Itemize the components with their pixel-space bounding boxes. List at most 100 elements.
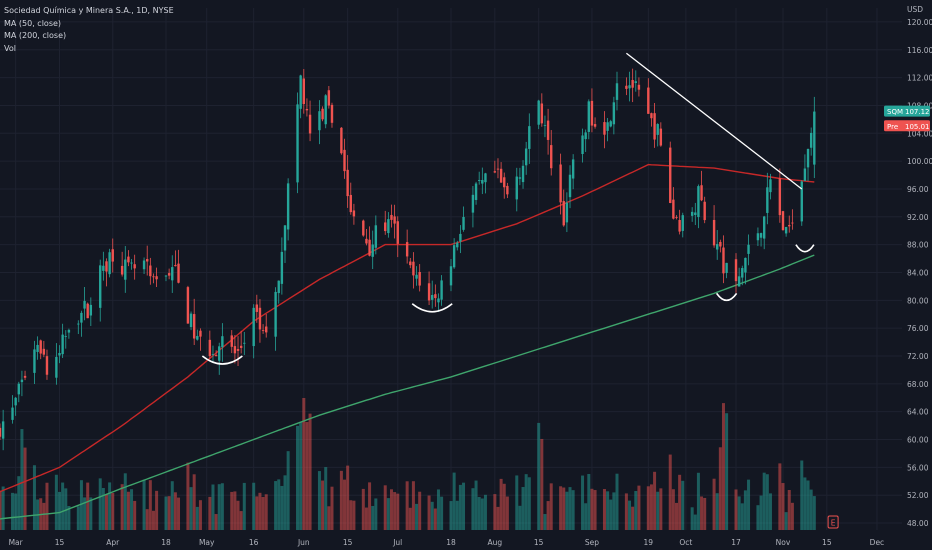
candle-body <box>762 216 766 239</box>
candle-body <box>697 186 700 218</box>
x-tick-label: Dec <box>870 538 885 547</box>
y-tick-label: 48.00 <box>907 519 929 528</box>
earnings-marker-box <box>827 515 839 529</box>
candle-body <box>716 244 719 250</box>
volume-bar <box>725 413 729 530</box>
volume-bar <box>383 485 387 530</box>
volume-bar <box>396 493 400 530</box>
y-tick-label: 52.00 <box>907 491 929 500</box>
candle-body <box>634 81 637 83</box>
chart-legend: Sociedad Química y Minera S.A., 1D, NYSE… <box>4 5 174 55</box>
candlesticks <box>0 68 816 451</box>
bottom-arc <box>411 303 453 313</box>
candle-body <box>1 421 5 439</box>
volume-bar <box>233 491 237 530</box>
price-tag-label: Pre <box>887 123 898 131</box>
volume-bar <box>98 478 102 530</box>
volume-bar <box>280 485 284 530</box>
candle-body <box>252 307 255 347</box>
volume-bar <box>790 502 794 530</box>
candle-body <box>678 220 681 232</box>
candle-body <box>612 102 616 125</box>
candle-body <box>321 108 324 120</box>
indicator-volume[interactable]: Vol <box>4 43 16 53</box>
candle-body <box>302 78 305 105</box>
volume-bar <box>58 491 62 530</box>
candle-body <box>791 222 794 224</box>
bottom-arc <box>795 244 815 253</box>
volume-bar <box>339 470 343 530</box>
candle-body <box>806 148 810 168</box>
candle-body <box>80 312 83 323</box>
volume-bar <box>148 480 152 530</box>
indicator-ma50[interactable]: MA (50, close) <box>4 18 62 28</box>
candle-body <box>55 356 58 378</box>
volume-bar <box>126 491 130 530</box>
volume-bar <box>418 491 422 530</box>
candle-body <box>725 262 728 273</box>
candle-body <box>456 242 459 248</box>
candle-body <box>703 201 706 221</box>
volume-bar <box>198 500 202 530</box>
candle-body <box>809 132 813 148</box>
candle-body <box>700 185 703 201</box>
candle-body <box>515 176 518 200</box>
volume-bars <box>0 398 816 530</box>
volume-bar <box>678 474 682 530</box>
x-tick-label: 18 <box>446 538 456 547</box>
candle-body <box>211 354 215 355</box>
volume-bar <box>214 514 218 530</box>
candle-body <box>493 171 497 173</box>
candle-body <box>769 179 772 193</box>
price-tag-pre: Pre 105.01 <box>884 120 930 132</box>
volume-bar <box>693 514 697 530</box>
volume-bar <box>277 479 281 530</box>
candle-body <box>546 120 550 140</box>
volume-bar <box>76 506 80 530</box>
candle-body <box>164 275 168 277</box>
candle-body <box>230 335 233 347</box>
y-tick-label: 56.00 <box>907 463 929 472</box>
volume-bar <box>762 472 766 530</box>
volume-bar <box>411 481 415 530</box>
volume-bar <box>89 497 93 530</box>
price-tag-sqm: SQM 107.12 <box>884 105 930 117</box>
volume-bar <box>242 482 246 530</box>
volume-bar <box>537 422 541 530</box>
volume-bar <box>747 479 751 530</box>
candle-body <box>562 201 565 226</box>
volume-bar <box>368 482 372 530</box>
x-tick-label: Sep <box>585 538 599 547</box>
volume-bar <box>130 489 134 530</box>
candle-body <box>471 194 475 213</box>
candle-body <box>374 225 378 248</box>
candle-body <box>734 259 738 282</box>
y-tick-label: 76.00 <box>907 324 929 333</box>
currency-label: USD <box>907 5 923 14</box>
candle-body <box>603 122 606 135</box>
candle-body <box>318 111 321 131</box>
volume-bar <box>800 460 804 530</box>
indicator-ma200[interactable]: MA (200, close) <box>4 31 67 40</box>
volume-bar <box>173 492 177 530</box>
volume-bar <box>781 483 785 530</box>
x-tick-label: Mar <box>9 538 24 547</box>
volume-bar <box>778 463 782 530</box>
x-tick-label: 19 <box>644 538 654 547</box>
candle-body <box>218 346 221 361</box>
candle-body <box>86 303 89 319</box>
y-tick-label: 112.00 <box>907 74 932 83</box>
volume-bar <box>787 489 791 530</box>
symbol-title[interactable]: Sociedad Química y Minera S.A., 1D, NYSE <box>4 6 174 15</box>
volume-bar <box>186 462 190 530</box>
x-tick-label: May <box>199 538 215 547</box>
candle-body <box>99 265 102 308</box>
candle-body <box>653 113 656 140</box>
volume-bar <box>631 506 635 530</box>
volume-bar <box>649 484 653 530</box>
volume-bar <box>217 484 221 530</box>
volume-bar <box>283 475 287 530</box>
candle-body <box>669 147 672 204</box>
volume-bar <box>696 472 700 530</box>
